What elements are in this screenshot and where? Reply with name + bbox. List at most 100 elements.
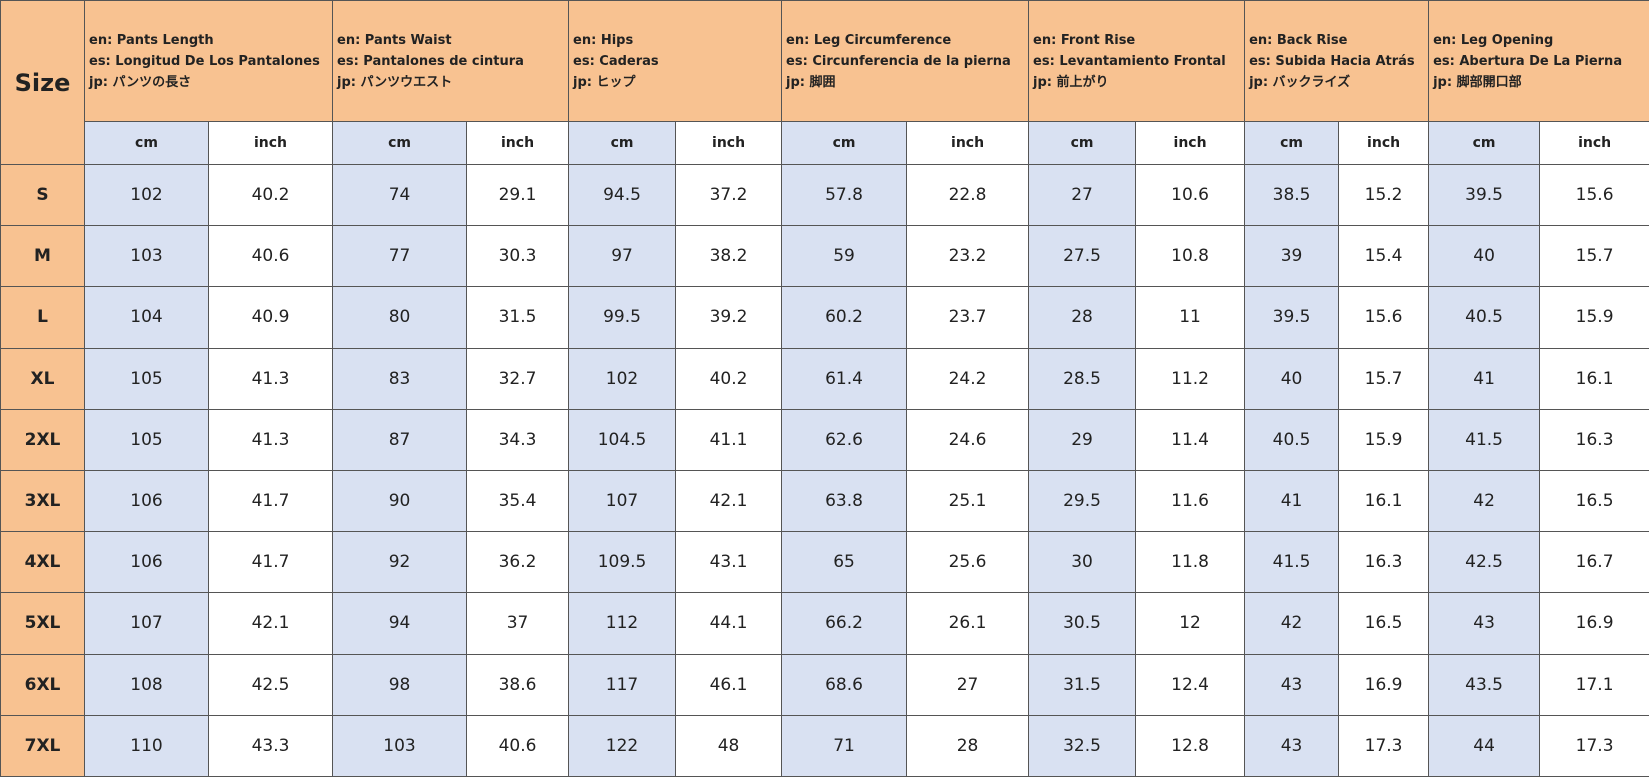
- value-cell: 42: [1244, 592, 1340, 655]
- value-cell: 106: [84, 469, 209, 533]
- value-cell: 40.5: [1244, 408, 1340, 471]
- value-cell: 105: [84, 347, 209, 410]
- value-cell: 15.6: [1338, 286, 1430, 349]
- value-cell: 16.1: [1338, 469, 1430, 533]
- value-cell: 41.1: [675, 408, 783, 471]
- value-cell: 43: [1244, 714, 1340, 777]
- value-cell: 23.7: [906, 286, 1030, 349]
- value-cell: 34.3: [466, 408, 570, 471]
- value-cell: 103: [332, 714, 468, 777]
- value-cell: 42.5: [1428, 531, 1541, 594]
- column-label-jp: jp: ヒップ: [573, 74, 636, 90]
- value-cell: 25.6: [906, 531, 1030, 594]
- value-cell: 30.5: [1028, 592, 1137, 655]
- value-cell: 27: [1028, 163, 1137, 227]
- value-cell: 40.6: [466, 714, 570, 777]
- column-header: en: Hips es: Caderas jp: ヒップ: [568, 0, 783, 122]
- value-cell: 102: [568, 347, 677, 410]
- value-cell: 66.2: [781, 592, 908, 655]
- size-header: Size: [0, 0, 85, 165]
- value-cell: 16.3: [1539, 408, 1649, 471]
- value-cell: 39.5: [1244, 286, 1340, 349]
- value-cell: 39.2: [675, 286, 783, 349]
- value-cell: 43: [1428, 592, 1541, 655]
- value-cell: 41: [1244, 469, 1340, 533]
- value-cell: 74: [332, 163, 468, 227]
- value-cell: 109.5: [568, 531, 677, 594]
- value-cell: 24.6: [906, 408, 1030, 471]
- column-label-jp: jp: 脚部開口部: [1433, 74, 1522, 90]
- column-label-jp: jp: 前上がり: [1033, 74, 1109, 90]
- value-cell: 17.1: [1539, 653, 1649, 716]
- value-cell: 10.6: [1135, 163, 1246, 227]
- value-cell: 11: [1135, 286, 1246, 349]
- column-label-es: es: Caderas: [573, 53, 659, 69]
- unit-cm: cm: [1244, 121, 1340, 165]
- column-header: en: Pants Length es: Longitud De Los Pant…: [83, 0, 334, 122]
- value-cell: 38.6: [466, 653, 570, 716]
- unit-cm: cm: [1428, 121, 1541, 165]
- value-cell: 16.5: [1539, 469, 1649, 533]
- value-cell: 11.4: [1135, 408, 1246, 471]
- size-cell: S: [0, 163, 85, 227]
- size-cell: 4XL: [0, 531, 85, 594]
- column-label-en: en: Front Rise: [1033, 32, 1136, 48]
- table-row: 2XL 105 41.3 87 34.3 104.5 41.1 62.6 24.6 29 11.4 4…: [0, 408, 1649, 471]
- size-cell: 6XL: [0, 653, 85, 716]
- table-row: 5XL 107 42.1 94 37 112 44.1 66.2 26.1 30.5 12 42 16.…: [0, 592, 1649, 655]
- value-cell: 11.2: [1135, 347, 1246, 410]
- value-cell: 16.9: [1338, 653, 1430, 716]
- unit-inch: inch: [1338, 121, 1430, 165]
- value-cell: 16.5: [1338, 592, 1430, 655]
- value-cell: 17.3: [1338, 714, 1430, 777]
- value-cell: 110: [84, 714, 209, 777]
- value-cell: 42.1: [675, 469, 783, 533]
- column-label-en: en: Back Rise: [1249, 32, 1348, 48]
- value-cell: 39: [1244, 225, 1340, 288]
- value-cell: 97: [568, 225, 677, 288]
- value-cell: 40: [1244, 347, 1340, 410]
- value-cell: 40.5: [1428, 286, 1541, 349]
- value-cell: 107: [568, 469, 677, 533]
- size-cell: 5XL: [0, 592, 85, 655]
- value-cell: 15.2: [1338, 163, 1430, 227]
- value-cell: 60.2: [781, 286, 908, 349]
- table-row: 3XL 106 41.7 90 35.4 107 42.1 63.8 25.1 29.5 11.6 4…: [0, 469, 1649, 533]
- value-cell: 99.5: [568, 286, 677, 349]
- value-cell: 27: [906, 653, 1030, 716]
- column-header: en: Leg Opening es: Abertura De La Pierna…: [1428, 0, 1649, 122]
- value-cell: 104: [84, 286, 209, 349]
- value-cell: 26.1: [906, 592, 1030, 655]
- value-cell: 105: [84, 408, 209, 471]
- table-row: 7XL 110 43.3 103 40.6 122 48 71 28 32.5 12.8 43 17.3…: [0, 714, 1649, 777]
- column-label-es: es: Longitud De Los Pantalones: [89, 53, 320, 69]
- table-row: S 102 40.2 74 29.1 94.5 37.2 57.8 22.8 27 10.6 38.5…: [0, 163, 1649, 227]
- value-cell: 117: [568, 653, 677, 716]
- value-cell: 83: [332, 347, 468, 410]
- value-cell: 35.4: [466, 469, 570, 533]
- column-label-es: es: Abertura De La Pierna: [1433, 53, 1623, 69]
- value-cell: 29.5: [1028, 469, 1137, 533]
- unit-inch: inch: [675, 121, 783, 165]
- value-cell: 16.1: [1539, 347, 1649, 410]
- column-label-en: en: Leg Circumference: [786, 32, 952, 48]
- size-cell: M: [0, 225, 85, 288]
- value-cell: 25.1: [906, 469, 1030, 533]
- value-cell: 46.1: [675, 653, 783, 716]
- column-label-es: es: Pantalones de cintura: [337, 53, 524, 69]
- value-cell: 98: [332, 653, 468, 716]
- unit-inch: inch: [207, 121, 334, 165]
- unit-cm: cm: [332, 121, 468, 165]
- unit-inch: inch: [906, 121, 1030, 165]
- column-label-en: en: Pants Length: [89, 32, 214, 48]
- value-cell: 16.3: [1338, 531, 1430, 594]
- value-cell: 31.5: [466, 286, 570, 349]
- value-cell: 40.6: [207, 225, 334, 288]
- value-cell: 107: [84, 592, 209, 655]
- value-cell: 103: [84, 225, 209, 288]
- value-cell: 57.8: [781, 163, 908, 227]
- value-cell: 41.3: [207, 408, 334, 471]
- value-cell: 104.5: [568, 408, 677, 471]
- value-cell: 15.7: [1539, 225, 1649, 288]
- value-cell: 68.6: [781, 653, 908, 716]
